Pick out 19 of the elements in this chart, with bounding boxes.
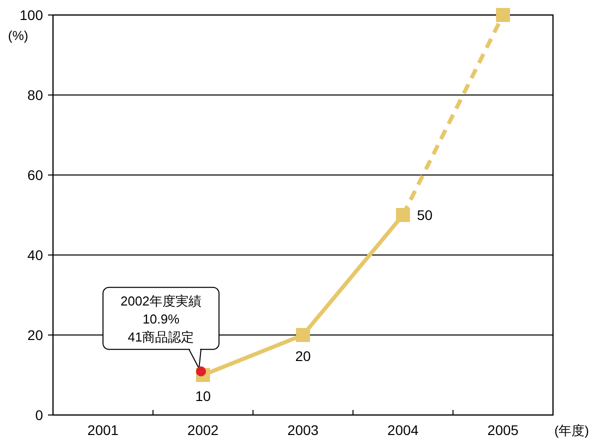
x-tick-label: 2003 <box>287 422 319 438</box>
data-label: 20 <box>295 348 311 364</box>
x-axis-title: (年度) <box>554 423 589 438</box>
x-tick-label: 2004 <box>387 422 419 438</box>
y-tick-label: 60 <box>27 167 44 183</box>
point <box>496 8 510 22</box>
y-axis-title: (%) <box>8 28 28 43</box>
y-tick-label: 0 <box>35 407 44 423</box>
y-tick-label: 100 <box>20 7 44 23</box>
y-tick-label: 40 <box>27 247 44 263</box>
data-label: 10 <box>195 388 211 404</box>
y-tick-label: 20 <box>27 327 44 343</box>
x-tick-label: 2002 <box>187 422 219 438</box>
x-tick-label: 2005 <box>487 422 519 438</box>
x-tick-label: 2001 <box>87 422 119 438</box>
y-tick-label: 80 <box>27 87 44 103</box>
point <box>296 328 310 342</box>
data-label: 50 <box>417 207 433 223</box>
annotation: 2002年度実績 10.9% 41商品認定 <box>120 293 202 344</box>
